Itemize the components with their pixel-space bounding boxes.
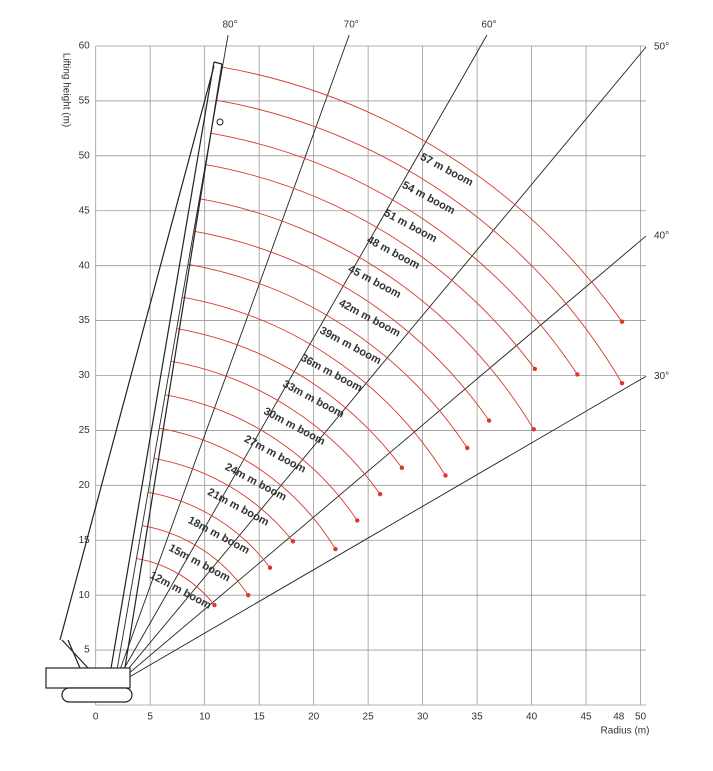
x-tick-label: 35 <box>472 712 484 723</box>
angle-label: 60° <box>481 20 496 31</box>
angle-line <box>113 235 647 687</box>
boom-end-point <box>532 366 538 372</box>
boom-arc <box>159 427 336 550</box>
boom-end-point <box>575 372 580 377</box>
angle-label: 30° <box>654 371 669 382</box>
boom-label: 36m m boom <box>299 352 365 395</box>
x-tick-label: 10 <box>199 712 211 723</box>
x-tick-label: 40 <box>526 712 538 723</box>
boom-arc <box>136 557 215 606</box>
boom-end-point <box>246 592 251 598</box>
boom-arc <box>199 198 535 430</box>
boom-arc <box>147 491 271 568</box>
angle-line <box>113 46 647 687</box>
y-tick-label: 40 <box>79 260 91 271</box>
boom-arc <box>170 360 381 495</box>
boom-label: 15m m boom <box>167 542 233 585</box>
y-tick-label: 35 <box>79 315 91 326</box>
boom-end-point <box>619 319 625 324</box>
boom-end-point <box>443 473 448 478</box>
x-tick-label: 5 <box>147 712 153 723</box>
angle-line <box>113 34 350 686</box>
y-tick-label: 25 <box>79 425 91 436</box>
boom-label: 21m m boom <box>205 486 271 529</box>
boom-label: 12m m boom <box>148 569 214 612</box>
y-axis-title: Lifting height (m) <box>60 53 71 127</box>
boom-end-point <box>486 418 492 423</box>
boom-label: 51 m boom <box>382 207 439 245</box>
boom-end-point <box>465 445 470 451</box>
boom-end-point <box>619 380 625 386</box>
angle-label: 70° <box>344 20 359 31</box>
y-tick-label: 60 <box>79 41 91 52</box>
boom-label: 57 m boom <box>418 151 475 189</box>
y-tick-label: 15 <box>79 535 91 546</box>
y-tick-label: 10 <box>79 590 91 601</box>
boom-arc <box>142 525 249 596</box>
boom-arc <box>216 99 623 384</box>
angle-label: 50° <box>654 42 669 53</box>
boom-arc <box>187 263 468 449</box>
x-tick-label: 50 <box>635 712 647 723</box>
boom-label: 54 m boom <box>400 179 457 217</box>
boom-end-point <box>333 546 338 552</box>
x-axis-title: Radius (m) <box>601 726 650 737</box>
boom-label: 45 m boom <box>346 263 403 301</box>
boom-arc <box>182 296 446 476</box>
y-tick-label: 20 <box>79 480 91 491</box>
boom-end-point <box>377 491 383 497</box>
boom-end-point <box>531 427 536 432</box>
x-tick-label: 48 <box>613 712 625 723</box>
boom-arc <box>210 132 578 375</box>
boom-end-point <box>355 518 360 523</box>
boom-arc <box>222 66 623 322</box>
boom-arc <box>205 164 536 370</box>
boom-arc <box>193 230 490 421</box>
boom-end-point <box>212 602 217 608</box>
angle-line <box>113 375 647 687</box>
boom-arc <box>176 328 403 469</box>
x-tick-label: 0 <box>93 712 99 723</box>
angle-label: 40° <box>654 231 669 242</box>
boom-label: 30m m boom <box>261 405 327 448</box>
y-tick-label: 30 <box>79 370 91 381</box>
x-tick-label: 30 <box>417 712 429 723</box>
y-tick-label: 55 <box>79 96 91 107</box>
x-tick-label: 15 <box>254 712 266 723</box>
x-tick-label: 25 <box>363 712 375 723</box>
boom-arc <box>165 394 358 521</box>
boom-label: 42m m boom <box>337 297 403 340</box>
y-tick-label: 5 <box>84 645 90 656</box>
x-tick-label: 45 <box>581 712 593 723</box>
boom-end-point <box>399 465 405 470</box>
boom-end-point <box>267 565 273 570</box>
y-tick-label: 50 <box>79 150 91 161</box>
boom-arc <box>153 457 294 542</box>
boom-label: 39m m boom <box>318 325 384 368</box>
boom-label: 18m m boom <box>186 514 252 557</box>
boom-label: 27m m boom <box>242 433 308 476</box>
boom-end-point <box>290 539 296 544</box>
crane-drawing <box>45 61 224 703</box>
angle-line <box>113 34 488 687</box>
x-tick-label: 20 <box>308 712 320 723</box>
y-tick-label: 45 <box>79 205 91 216</box>
angle-label: 80° <box>223 20 238 31</box>
